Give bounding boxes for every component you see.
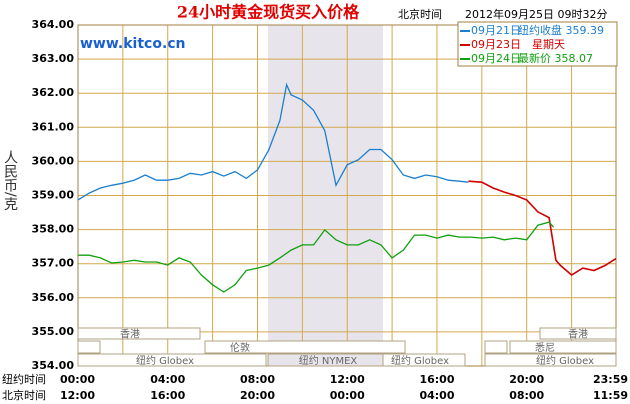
session-label: 香港 [568,329,588,341]
session-box [484,353,617,367]
x2-tick-label: 20:00 [240,389,275,402]
chart-title: 24小时黄金现货买入价格 [177,3,360,22]
x-tick-label: 12:00 [330,373,365,386]
y-tick-label: 361.00 [32,120,75,133]
y-tick-label: 357.00 [32,257,75,270]
session-box [77,353,267,367]
x2-tick-label: 16:00 [150,389,185,402]
y-tick-label: 355.00 [32,325,75,338]
x-tick-label: 20:00 [509,373,544,386]
session-box [204,340,406,354]
session-label: 纽约 Globex [536,354,594,367]
y-tick-label: 363.00 [32,52,75,65]
legend-note: 星期天 [532,38,565,51]
x2-tick-label: 04:00 [419,389,454,402]
legend-label: 09月24日 [471,52,521,65]
session-label: 纽约 NYMEX [299,354,358,367]
x2-tick-label: 11:59 [593,389,628,402]
session-box [509,340,617,354]
timezone-label: 北京时间 [398,7,442,21]
x-tick-label: 23:59 [593,373,628,386]
session-box [382,353,466,367]
session-label: 伦敦 [230,341,250,354]
x-tick-label: 16:00 [419,373,454,386]
x2-tick-label: 08:00 [509,389,544,402]
y-axis-label: 人民币/克 [2,150,18,212]
legend-box [457,21,618,67]
y-tick-label: 364.00 [32,18,75,31]
price-line [78,221,555,293]
session-box [484,340,508,354]
session-label: 香港 [120,329,140,341]
legend-label: 09月21日 [471,24,521,37]
x2-tick-label: 00:00 [330,389,365,402]
y-tick-label: 362.00 [32,86,75,99]
legend-note: 纽约收盘 359.39 [518,23,604,37]
y-tick-label: 360.00 [32,154,75,167]
x2-tick-label: 12:00 [60,389,95,402]
legend-label: 09月23日 [471,38,521,51]
legend-note: 最新价 358.07 [518,51,593,65]
x-tick-label: 08:00 [240,373,275,386]
session-label: 悉尼 [535,342,555,354]
y-tick-label: 354.00 [32,359,75,372]
x-tick-label: 04:00 [150,373,185,386]
y-tick-label: 358.00 [32,223,75,236]
price-line [77,82,469,201]
timestamp: 2012年09月25日 09时32分 [465,7,607,21]
session-label: 纽约 Globex [136,354,194,367]
x-row-label: 北京时间 [2,388,46,402]
y-tick-label: 356.00 [32,291,75,304]
session-label: 纽约 Globex [391,354,449,367]
y-tick-label: 359.00 [32,189,75,202]
x-tick-label: 00:00 [60,373,95,386]
watermark: www.kitco.cn [80,36,186,52]
session-box [77,340,101,354]
session-box [77,327,201,340]
session-box [539,327,617,340]
x-row-label: 纽约时间 [2,372,46,386]
price-line [468,180,617,276]
